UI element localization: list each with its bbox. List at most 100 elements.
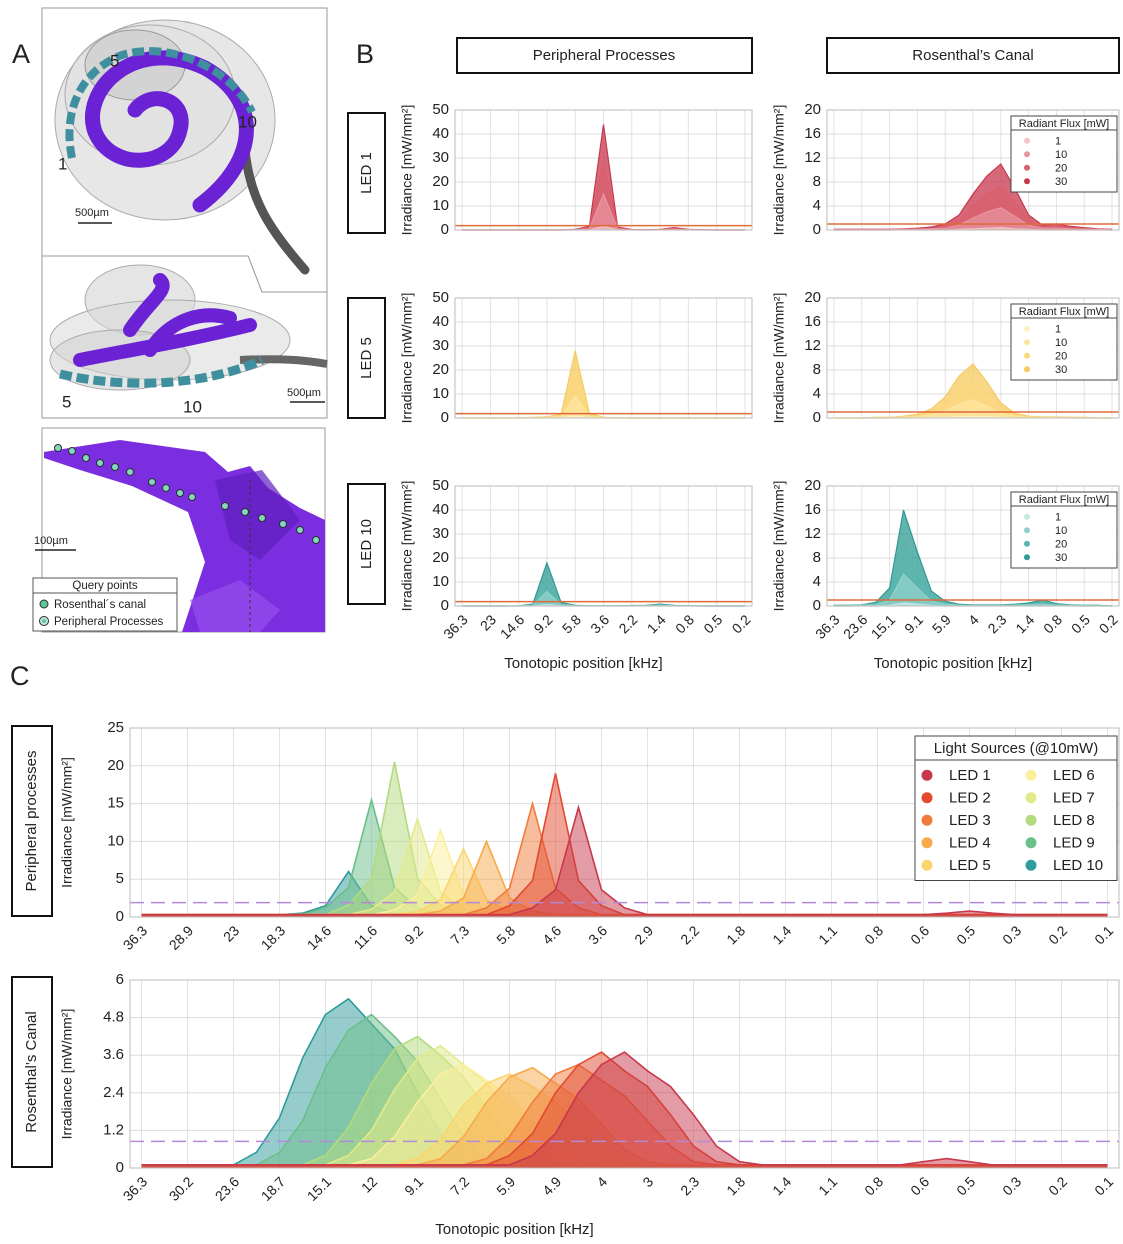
plot-frame	[454, 485, 753, 607]
y-tick-label: 20	[432, 173, 449, 190]
legend-label: 10	[1055, 337, 1067, 349]
y-tick-label: 40	[432, 313, 449, 330]
legend-box	[32, 577, 178, 632]
legend-marker	[921, 769, 933, 781]
y-tick-label: 30	[432, 149, 449, 166]
plot-frame	[826, 297, 1120, 419]
y-tick-label: 4	[813, 573, 821, 590]
x-tick-label: 0.1	[1091, 922, 1116, 947]
x-tick-label: 2.3	[677, 1173, 702, 1198]
x-tick-label: 0.5	[953, 1173, 978, 1198]
x-tick-label: 1.8	[723, 1173, 748, 1198]
legend-title: Radiant Flux [mW]	[1019, 118, 1109, 130]
y-tick-label: 40	[432, 125, 449, 142]
legend-label: 20	[1055, 351, 1067, 363]
legend-marker	[1024, 339, 1030, 346]
y-tick-label: 15	[107, 795, 124, 812]
y-tick-label: 20	[107, 757, 124, 774]
x-tick-label: 3	[639, 1173, 656, 1190]
y-tick-label: 12	[804, 525, 821, 542]
x-tick-label: 5.9	[929, 611, 954, 636]
plot-frame	[454, 109, 753, 231]
y-tick-label: 0	[813, 597, 821, 614]
x-tick-label: 15.1	[868, 611, 899, 642]
x-tick-label: 1.4	[1012, 611, 1037, 636]
x-tick-label: 2.2	[677, 922, 702, 947]
legend-label: 30	[1055, 552, 1067, 564]
legend-label: 1	[1055, 512, 1061, 524]
x-tick-label: 2.9	[631, 922, 656, 947]
panel-letter: A	[12, 39, 30, 69]
row-label-box	[347, 297, 386, 419]
x-tick-label: 4.6	[539, 922, 564, 947]
x-tick-label: 1.4	[769, 1173, 794, 1198]
legend-marker	[1025, 814, 1037, 826]
panel-letter: C	[10, 661, 30, 691]
plot-frame	[826, 485, 1120, 607]
position-label: 10	[238, 112, 257, 131]
x-tick-label: 12	[358, 1173, 380, 1195]
legend-label: 10	[1055, 525, 1067, 537]
x-axis-label: Tonotopic position [kHz]	[435, 1221, 593, 1238]
x-tick-label: 36.3	[440, 611, 471, 642]
y-tick-label: 20	[432, 549, 449, 566]
x-tick-label: 1.1	[815, 922, 840, 947]
y-tick-label: 25	[107, 719, 124, 736]
legend-marker	[1024, 527, 1030, 534]
row-label-box	[11, 725, 53, 917]
legend-marker	[921, 792, 933, 804]
y-tick-label: 40	[432, 501, 449, 518]
legend-label: LED 2	[949, 790, 991, 807]
legend-title: Light Sources (@10mW)	[934, 740, 1098, 757]
legend-marker	[921, 837, 933, 849]
x-tick-label: 30.2	[166, 1173, 197, 1204]
y-axis-label: Irradiance [mW/mm²]	[399, 105, 415, 236]
legend-marker	[921, 859, 933, 871]
area-fill	[834, 207, 1112, 230]
x-tick-label: 9.1	[401, 1173, 426, 1198]
scale-label: 500µm	[75, 207, 109, 219]
x-tick-label: 11.6	[350, 922, 380, 952]
legend-label: LED 1	[949, 767, 991, 784]
x-tick-label: 7.2	[447, 1173, 472, 1198]
y-tick-label: 0	[813, 409, 821, 426]
column-header-box	[826, 37, 1120, 74]
area-fill	[462, 194, 745, 230]
legend-title: Radiant Flux [mW]	[1019, 306, 1109, 318]
x-tick-label: 36.3	[812, 611, 843, 642]
x-tick-label: 0.5	[953, 922, 978, 947]
x-tick-label: 4	[593, 1173, 610, 1190]
legend-label: LED 7	[1053, 790, 1095, 807]
y-axis-label: Irradiance [mW/mm²]	[771, 481, 787, 612]
y-tick-label: 5	[116, 870, 124, 887]
y-axis-label: Irradiance [mW/mm²]	[399, 293, 415, 424]
y-tick-label: 0	[441, 409, 449, 426]
legend-marker	[1025, 792, 1037, 804]
legend-marker	[1024, 325, 1030, 332]
cochlea-render	[54, 19, 310, 275]
legend-marker	[1024, 178, 1030, 185]
y-tick-label: 0	[441, 221, 449, 238]
legend-marker	[1025, 837, 1037, 849]
x-tick-label: 2.3	[984, 611, 1009, 636]
x-tick-label: 5.8	[559, 611, 584, 636]
x-axis-label: Tonotopic position [kHz]	[874, 655, 1032, 672]
legend-label: LED 8	[1053, 812, 1095, 829]
y-tick-label: 4	[813, 385, 821, 402]
column-header-box	[456, 37, 753, 74]
y-axis-label: Irradiance [mW/mm²]	[771, 105, 787, 236]
x-tick-label: 1.4	[644, 611, 669, 636]
legend-label: LED 9	[1053, 835, 1095, 852]
area-fill	[834, 416, 1112, 418]
y-tick-label: 0	[116, 908, 124, 925]
legend-marker	[1024, 164, 1030, 171]
legend-label: 30	[1055, 364, 1067, 376]
x-tick-label: 23	[220, 922, 242, 944]
legend-marker	[1024, 352, 1030, 359]
column-header: Rosenthal’s Canal	[912, 47, 1033, 64]
y-tick-label: 16	[804, 501, 821, 518]
y-tick-label: 10	[432, 385, 449, 402]
legend-label: Rosenthal´s canal	[54, 599, 146, 611]
x-tick-label: 14.6	[497, 611, 528, 642]
y-tick-label: 4.8	[103, 1009, 124, 1026]
